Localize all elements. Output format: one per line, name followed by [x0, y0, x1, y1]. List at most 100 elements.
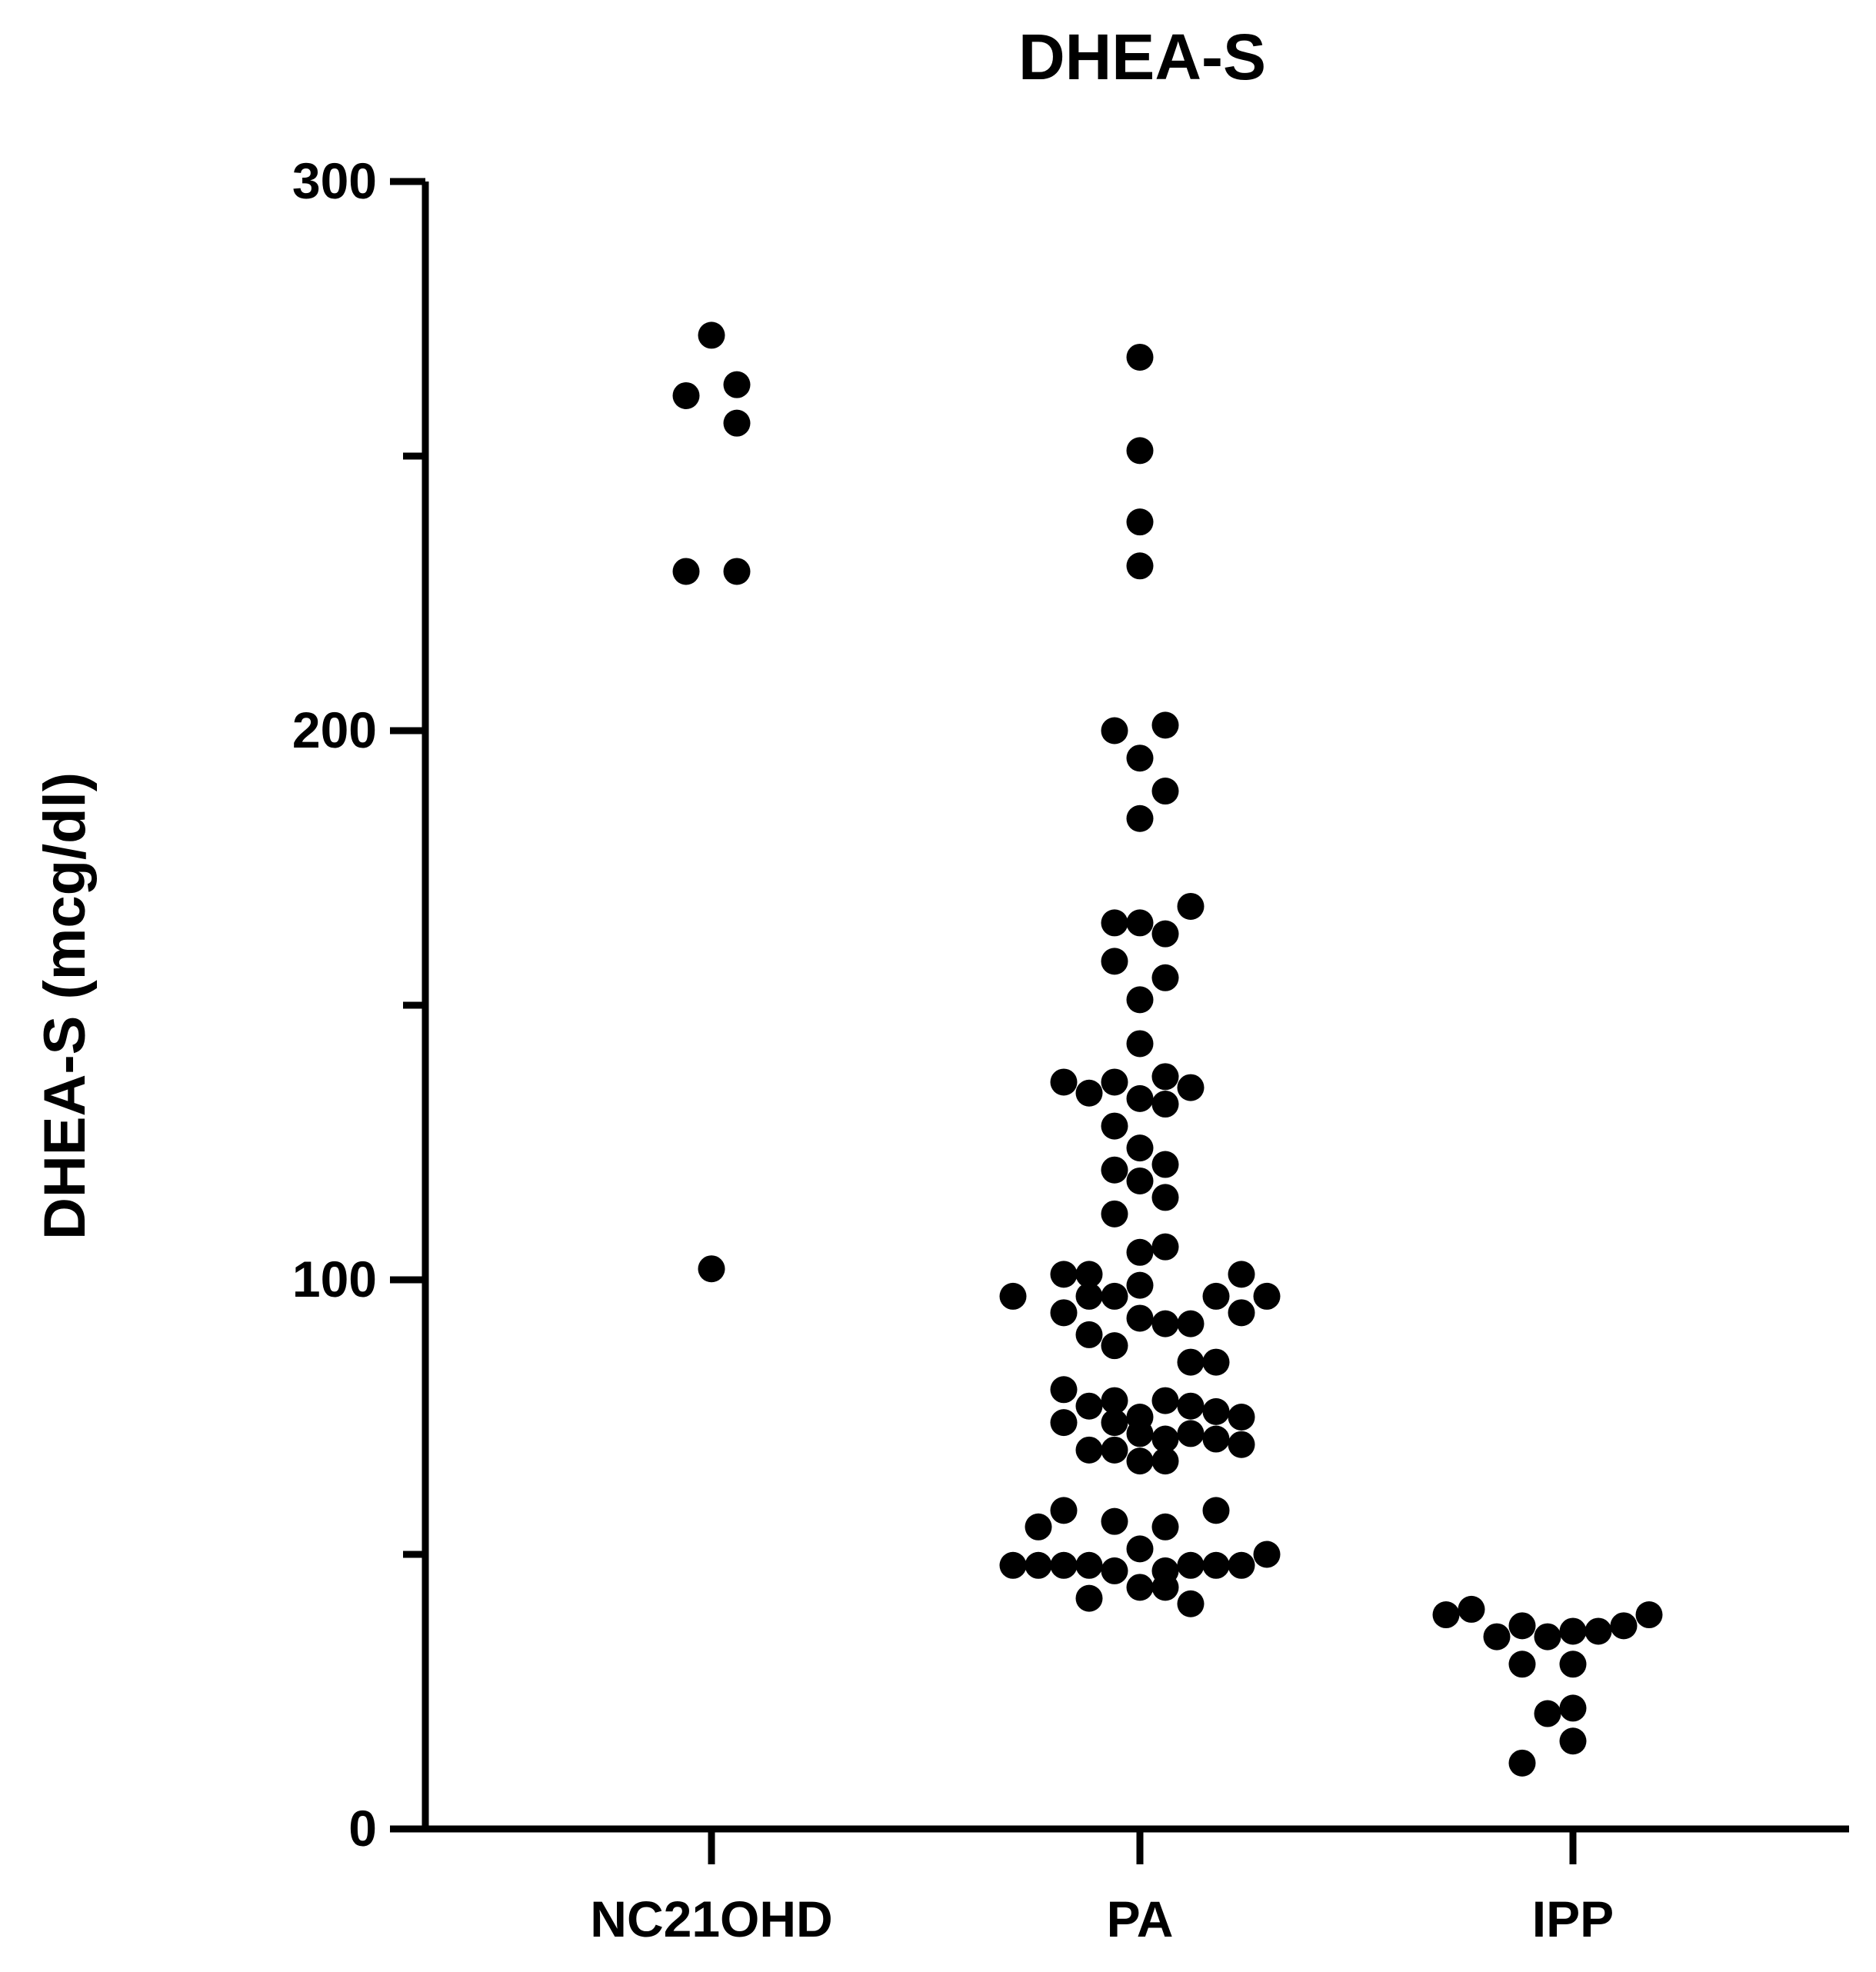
- data-point: [1025, 1513, 1052, 1541]
- data-point: [1126, 804, 1154, 832]
- data-point: [1534, 1700, 1561, 1727]
- data-point: [1202, 1282, 1230, 1310]
- data-point: [1025, 1551, 1052, 1579]
- data-point: [1126, 1420, 1154, 1447]
- data-point: [1101, 1200, 1128, 1228]
- data-point: [1126, 552, 1154, 580]
- data-point: [1101, 1507, 1128, 1535]
- data-point: [1177, 1392, 1205, 1420]
- data-point: [1253, 1282, 1281, 1310]
- data-point: [1075, 1321, 1103, 1348]
- data-point: [1559, 1651, 1587, 1678]
- x-category-label: IPP: [1532, 1890, 1614, 1947]
- data-point: [1126, 437, 1154, 465]
- data-point: [723, 371, 751, 398]
- data-point: [1177, 1310, 1205, 1337]
- data-point: [723, 409, 751, 437]
- y-tick-label: 100: [292, 1251, 377, 1307]
- x-axis-ticks: NC21OHD PA IPP: [590, 1829, 1614, 1947]
- data-point: [1126, 744, 1154, 772]
- data-point: [1202, 1348, 1230, 1376]
- data-point: [1126, 508, 1154, 536]
- data-point: [1101, 909, 1128, 937]
- data-point: [1151, 1063, 1179, 1091]
- data-point: [1151, 1574, 1179, 1601]
- data-point: [1177, 1074, 1205, 1101]
- data-point: [1483, 1623, 1511, 1651]
- data-point: [1101, 1282, 1128, 1310]
- data-point: [1126, 1574, 1154, 1601]
- data-point: [1101, 1112, 1128, 1140]
- data-point: [698, 1255, 725, 1283]
- data-point: [999, 1282, 1027, 1310]
- y-axis-ticks: 0 100 200 300: [292, 152, 425, 1857]
- data-point: [1126, 909, 1154, 937]
- data-point: [1177, 892, 1205, 920]
- data-point: [1253, 1541, 1281, 1568]
- data-point: [1075, 1584, 1103, 1612]
- data-point: [1228, 1431, 1255, 1458]
- data-point: [1101, 1156, 1128, 1184]
- data-point: [698, 321, 725, 349]
- data-point: [1177, 1590, 1205, 1617]
- y-tick-label: 0: [348, 1800, 377, 1857]
- data-point: [1126, 343, 1154, 371]
- data-point: [1559, 1727, 1587, 1755]
- data-point: [1101, 1409, 1128, 1437]
- data-point: [1508, 1651, 1536, 1678]
- x-category-label: NC21OHD: [590, 1890, 832, 1947]
- data-point: [1126, 1084, 1154, 1112]
- data-point: [1101, 1387, 1128, 1414]
- data-point: [1559, 1617, 1587, 1645]
- data-point: [1126, 1238, 1154, 1266]
- data-point: [1050, 1409, 1078, 1437]
- data-point: [1228, 1404, 1255, 1431]
- data-point: [1610, 1612, 1638, 1640]
- data-point: [1151, 920, 1179, 948]
- data-point: [1126, 1535, 1154, 1563]
- data-point: [1151, 711, 1179, 739]
- data-point: [1151, 1425, 1179, 1453]
- data-point: [1228, 1551, 1255, 1579]
- data-point: [1075, 1392, 1103, 1420]
- data-point: [1458, 1595, 1485, 1623]
- data-point: [1432, 1601, 1460, 1629]
- data-point: [1151, 778, 1179, 805]
- data-point: [1075, 1551, 1103, 1579]
- data-point: [1101, 1557, 1128, 1584]
- data-point: [1126, 1304, 1154, 1332]
- y-tick-label: 200: [292, 701, 377, 758]
- data-point: [1101, 717, 1128, 744]
- data-points: [672, 321, 1663, 1777]
- data-point: [1559, 1694, 1587, 1722]
- y-axis-label: DHEA-S (mcg/dl): [32, 772, 98, 1240]
- data-point: [1075, 1282, 1103, 1310]
- data-point: [1151, 1447, 1179, 1475]
- data-point: [1202, 1497, 1230, 1524]
- data-point: [1101, 1436, 1128, 1464]
- data-point: [1101, 948, 1128, 975]
- data-point: [1202, 1551, 1230, 1579]
- data-point: [1228, 1261, 1255, 1288]
- data-point: [1126, 986, 1154, 1014]
- chart-title: DHEA-S: [1018, 21, 1266, 93]
- data-point: [1126, 1134, 1154, 1162]
- data-point: [1228, 1299, 1255, 1327]
- data-point: [1508, 1612, 1536, 1640]
- data-point: [723, 558, 751, 585]
- data-point: [672, 558, 700, 585]
- x-category-label: PA: [1107, 1890, 1174, 1947]
- data-point: [1050, 1261, 1078, 1288]
- data-point: [1101, 1068, 1128, 1096]
- data-point: [1151, 1151, 1179, 1178]
- y-tick-label: 300: [292, 152, 377, 209]
- data-point: [672, 381, 700, 409]
- data-point: [1202, 1397, 1230, 1425]
- data-point: [1177, 1348, 1205, 1376]
- data-point: [1151, 1513, 1179, 1541]
- data-point: [1177, 1420, 1205, 1447]
- data-point: [1202, 1425, 1230, 1453]
- data-point: [1151, 1387, 1179, 1414]
- data-point: [1534, 1623, 1561, 1651]
